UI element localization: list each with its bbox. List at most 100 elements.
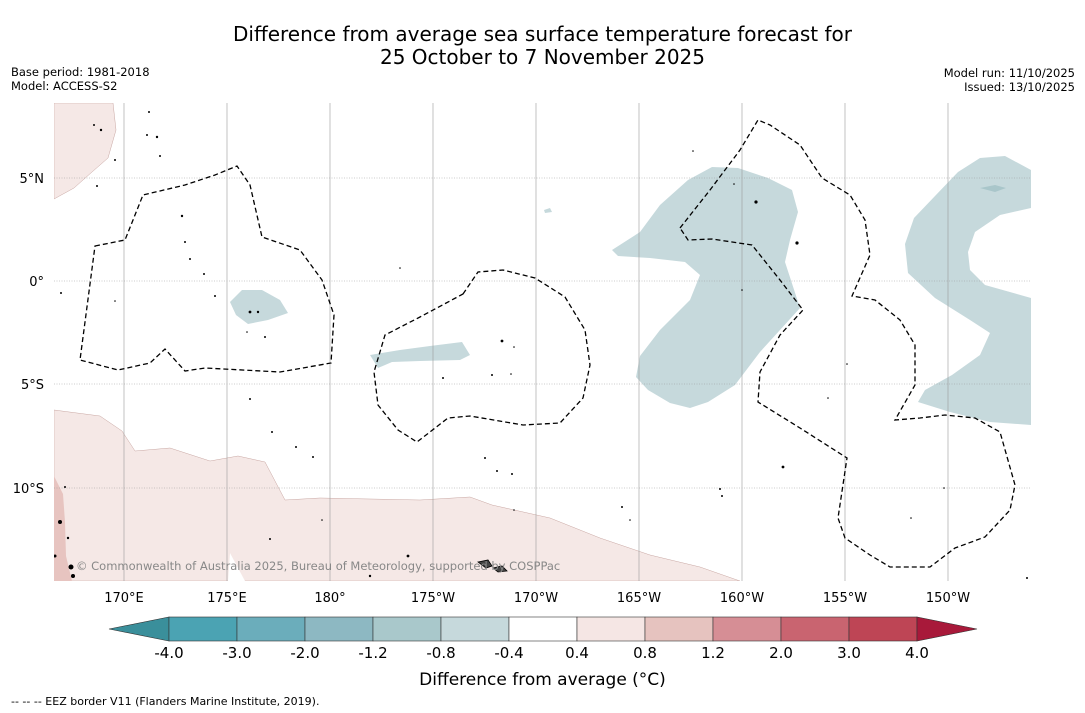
island xyxy=(184,241,186,243)
colorbar-tick-label: 4.0 xyxy=(905,644,929,662)
island xyxy=(96,185,98,187)
island xyxy=(846,363,848,365)
lon-label: 175°W xyxy=(411,591,455,606)
eez-border-west xyxy=(79,165,335,373)
island xyxy=(114,159,116,161)
lat-label: 10°S xyxy=(13,482,44,497)
colorbar-tick-label: -1.2 xyxy=(358,644,387,662)
colorbar-tick-label: 0.8 xyxy=(633,644,657,662)
island xyxy=(203,273,205,275)
colorbar-tick-label: -0.8 xyxy=(426,644,455,662)
colorbar-segment xyxy=(372,616,442,642)
island xyxy=(406,554,410,558)
island xyxy=(295,446,297,448)
lon-label: 160°W xyxy=(720,591,764,606)
latitude-labels: 5°N 0° 5°S 10°S xyxy=(13,172,44,497)
map-area: © Commonwealth of Australia 2025, Bureau… xyxy=(54,103,1031,581)
island xyxy=(399,267,401,269)
lon-label: 170°W xyxy=(514,591,558,606)
cool-anomaly-region-central xyxy=(612,167,800,408)
island xyxy=(629,519,631,521)
island xyxy=(180,214,184,218)
base-period: Base period: 1981-2018 xyxy=(11,65,150,79)
island xyxy=(781,465,785,469)
island xyxy=(159,155,161,157)
island xyxy=(621,506,623,508)
warm-anomaly-patch-southwest xyxy=(54,476,72,581)
lon-label: 170°E xyxy=(104,591,144,606)
meridians xyxy=(123,103,949,581)
model-name: Model: ACCESS-S2 xyxy=(11,79,118,93)
map-copyright: © Commonwealth of Australia 2025, Bureau… xyxy=(76,559,560,573)
island xyxy=(64,486,66,488)
cool-anomaly-speck xyxy=(544,208,552,213)
colorbar-segment xyxy=(304,616,374,642)
island xyxy=(513,346,515,348)
colorbar-tick-label: -0.4 xyxy=(494,644,523,662)
colorbar-tick-label: -3.0 xyxy=(222,644,251,662)
colorbar-tick-label: 1.2 xyxy=(701,644,725,662)
eez-borders xyxy=(79,119,1016,568)
island xyxy=(246,331,248,333)
island xyxy=(692,150,694,152)
island xyxy=(99,128,103,132)
colorbar-tick-label: 3.0 xyxy=(837,644,861,662)
island xyxy=(68,564,74,570)
colorbar-tick-label: 2.0 xyxy=(769,644,793,662)
colorbar-segment xyxy=(576,616,646,642)
island xyxy=(60,292,62,294)
island xyxy=(500,339,504,343)
island xyxy=(54,554,57,558)
lon-label: 180° xyxy=(314,591,345,606)
title-line-1: Difference from average sea surface temp… xyxy=(232,22,852,46)
island xyxy=(93,124,95,126)
colorbar-label: Difference from average (°C) xyxy=(419,670,666,690)
island xyxy=(496,470,498,472)
map-white-notch xyxy=(228,553,245,581)
colorbar: -4.0 -3.0 -2.0 -1.2 -0.8 -0.4 0.4 0.8 1.2 2.0 3.0 4… xyxy=(108,616,978,662)
island xyxy=(513,509,515,511)
island xyxy=(484,457,486,459)
island xyxy=(248,310,252,314)
island xyxy=(271,431,273,433)
eez-legend-note: -- -- -- EEZ border V11 (Flanders Marine… xyxy=(11,695,320,708)
island xyxy=(71,574,75,578)
meta-left: Base period: 1981-2018 Model: ACCESS-S2 xyxy=(11,65,150,93)
eez-border-central xyxy=(679,119,1016,568)
island xyxy=(510,373,512,375)
island xyxy=(114,300,116,302)
graticule xyxy=(54,177,1031,489)
title-line-2: 25 October to 7 November 2025 xyxy=(379,45,706,69)
island xyxy=(719,488,721,490)
colorbar-segment xyxy=(168,616,238,642)
island xyxy=(741,289,743,291)
eez-border-middle xyxy=(373,269,591,443)
colorbar-segment xyxy=(440,616,510,642)
colorbar-tick-label: 0.4 xyxy=(565,644,589,662)
colorbar-segment xyxy=(508,616,578,642)
lon-label: 150°W xyxy=(926,591,970,606)
warm-anomaly-region-northwest xyxy=(54,103,117,200)
island xyxy=(146,134,148,136)
island xyxy=(721,495,723,497)
island xyxy=(58,520,62,524)
lat-label: 0° xyxy=(29,275,44,290)
island xyxy=(148,111,150,113)
cool-anomaly-region-small xyxy=(230,290,288,324)
colorbar-tick-label: -4.0 xyxy=(154,644,183,662)
island xyxy=(491,374,493,376)
colorbar-segment xyxy=(236,616,306,642)
island xyxy=(269,538,271,540)
colorbar-extend-high xyxy=(916,616,978,642)
island xyxy=(264,336,266,338)
colorbar-segment xyxy=(712,616,782,642)
lon-label: 175°E xyxy=(207,591,247,606)
island xyxy=(910,517,912,519)
colorbar-segment xyxy=(848,616,918,642)
lon-label: 165°W xyxy=(617,591,661,606)
island xyxy=(189,258,191,260)
lat-label: 5°N xyxy=(20,172,45,187)
island xyxy=(214,295,216,297)
island xyxy=(249,398,251,400)
